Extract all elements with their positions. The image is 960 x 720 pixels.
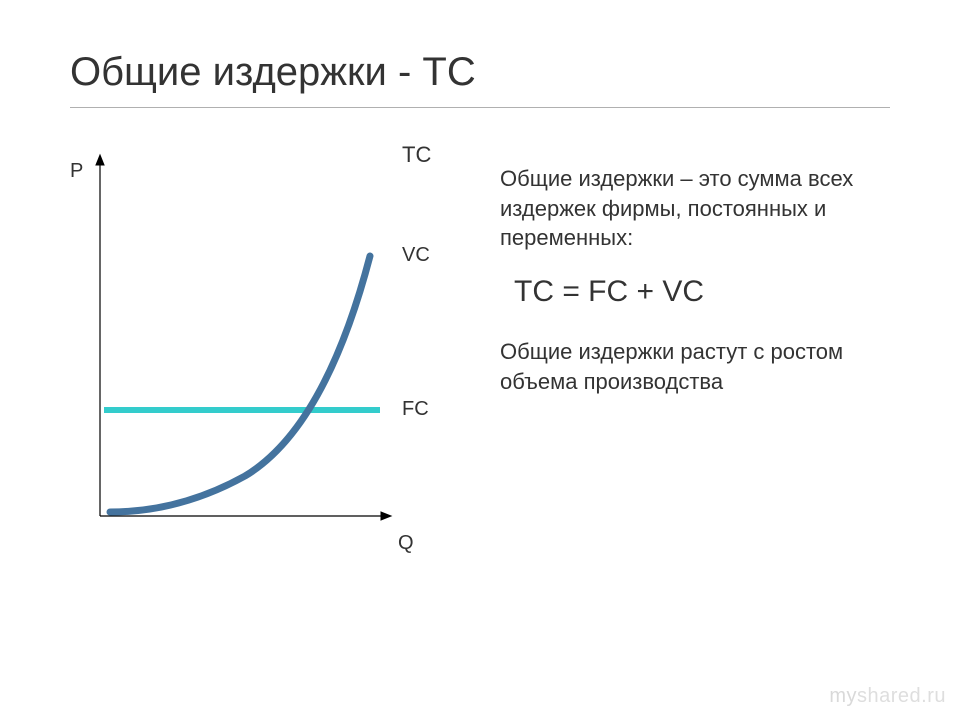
watermark-part1: my	[829, 685, 857, 707]
slide-container: Общие издержки - ТС P Q TC	[0, 0, 960, 720]
content-row: P Q TC VC FC Общие издержки – это сумма …	[50, 136, 910, 566]
chart-svg	[50, 136, 470, 566]
fc-label: FC	[402, 398, 429, 421]
tc-label: TC	[402, 142, 431, 168]
x-axis-label: Q	[398, 532, 414, 555]
growth-text: Общие издержки растут с ростом объема пр…	[500, 337, 910, 396]
watermark-part2: shared	[857, 685, 921, 707]
vc-label: VC	[402, 244, 430, 267]
watermark-part3: .ru	[921, 685, 946, 707]
slide-title: Общие издержки - ТС	[70, 50, 890, 95]
text-column: Общие издержки – это сумма всех издержек…	[500, 164, 910, 566]
cost-chart: P Q TC VC FC	[50, 136, 470, 566]
definition-text: Общие издержки – это сумма всех издержек…	[500, 164, 910, 253]
formula-text: ТС = FC + VC	[514, 275, 910, 309]
watermark: myshared.ru	[829, 685, 946, 708]
y-axis-label: P	[70, 160, 83, 183]
title-wrap: Общие издержки - ТС	[70, 50, 890, 108]
vc-curve	[110, 256, 370, 512]
